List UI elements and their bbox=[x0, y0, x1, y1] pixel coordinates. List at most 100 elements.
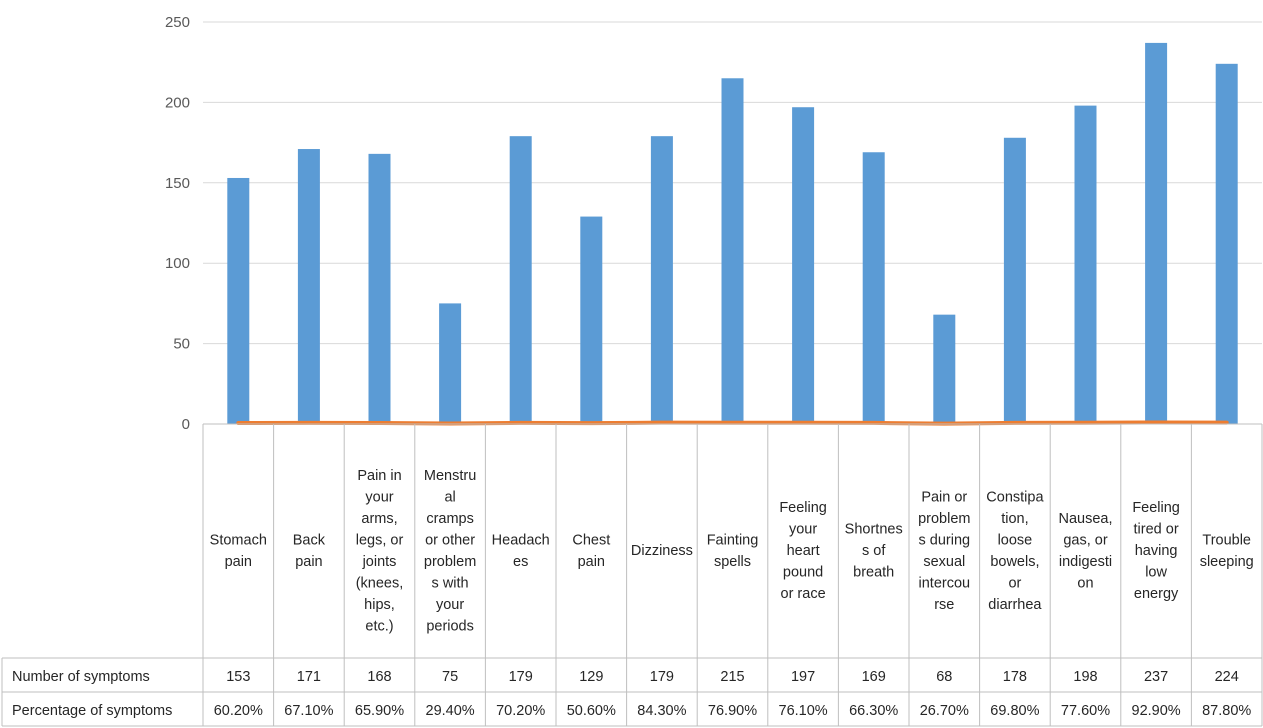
data-label-percentage: 92.90% bbox=[1132, 703, 1181, 719]
y-tick-label: 100 bbox=[165, 255, 190, 272]
bar bbox=[1145, 42, 1168, 425]
data-label-count: 215 bbox=[720, 669, 744, 685]
category-label: Feeling bbox=[1132, 500, 1180, 516]
bar bbox=[297, 149, 320, 425]
category-label: energy bbox=[1134, 586, 1179, 602]
data-label-count: 237 bbox=[1144, 669, 1168, 685]
data-label-count: 179 bbox=[650, 669, 674, 685]
bar bbox=[862, 152, 885, 425]
data-label-count: 129 bbox=[579, 669, 603, 685]
category-label: rse bbox=[934, 597, 954, 613]
data-label-count: 197 bbox=[791, 669, 815, 685]
bar bbox=[509, 136, 532, 424]
category-label: Fainting bbox=[707, 532, 759, 548]
category-label: pain bbox=[578, 554, 605, 570]
bar bbox=[650, 136, 673, 424]
category-label: Menstru bbox=[424, 468, 476, 484]
data-label-percentage: 87.80% bbox=[1202, 703, 1251, 719]
category-label: problem bbox=[424, 554, 476, 570]
data-label-percentage: 69.80% bbox=[990, 703, 1039, 719]
category-label: Stomach bbox=[210, 532, 267, 548]
category-label: Pain in bbox=[357, 468, 401, 484]
category-label: tion, bbox=[1001, 511, 1028, 527]
bar bbox=[1074, 105, 1097, 424]
y-tick-label: 250 bbox=[165, 14, 190, 31]
bar bbox=[1215, 63, 1238, 425]
data-label-percentage: 84.30% bbox=[637, 703, 686, 719]
data-label-count: 224 bbox=[1215, 669, 1239, 685]
bar bbox=[933, 314, 956, 424]
percentage-series-line bbox=[236, 420, 1229, 426]
category-label: Headach bbox=[492, 532, 550, 548]
category-label: gas, or bbox=[1063, 532, 1107, 548]
data-label-count: 168 bbox=[367, 669, 391, 685]
category-label: etc.) bbox=[365, 618, 393, 634]
category-label: Feeling bbox=[779, 500, 827, 516]
y-tick-label: 0 bbox=[182, 416, 190, 433]
data-label-percentage: 67.10% bbox=[284, 703, 333, 719]
y-tick-label: 50 bbox=[173, 336, 190, 353]
data-label-percentage: 29.40% bbox=[426, 703, 475, 719]
category-label: having bbox=[1135, 543, 1178, 559]
bar bbox=[1003, 137, 1026, 424]
category-label: hips, bbox=[364, 597, 395, 613]
table-row-header: Number of symptoms bbox=[12, 669, 150, 685]
category-label: tired or bbox=[1134, 522, 1179, 538]
category-label: your bbox=[436, 597, 464, 613]
category-label: loose bbox=[998, 532, 1033, 548]
data-label-percentage: 70.20% bbox=[496, 703, 545, 719]
bar bbox=[721, 78, 744, 424]
data-label-count: 198 bbox=[1073, 669, 1097, 685]
category-label: sleeping bbox=[1200, 554, 1254, 570]
category-label: arms, bbox=[361, 511, 397, 527]
category-label: al bbox=[444, 489, 455, 505]
bar bbox=[368, 153, 391, 424]
data-label-percentage: 50.60% bbox=[567, 703, 616, 719]
data-label-percentage: 26.70% bbox=[920, 703, 969, 719]
data-label-count: 75 bbox=[442, 669, 458, 685]
category-label: spells bbox=[714, 554, 751, 570]
data-label-count: 179 bbox=[509, 669, 533, 685]
data-label-count: 153 bbox=[226, 669, 250, 685]
category-label: periods bbox=[426, 618, 474, 634]
category-label: or race bbox=[781, 586, 826, 602]
category-label: Chest bbox=[572, 532, 610, 548]
category-label: on bbox=[1077, 575, 1093, 591]
category-label: heart bbox=[787, 543, 820, 559]
bar bbox=[439, 303, 462, 424]
category-label: pound bbox=[783, 565, 823, 581]
category-label: Nausea, bbox=[1058, 511, 1112, 527]
category-label: es bbox=[513, 554, 528, 570]
category-label: low bbox=[1145, 565, 1167, 581]
category-label: cramps bbox=[426, 511, 474, 527]
category-label: indigesti bbox=[1059, 554, 1112, 570]
data-label-count: 171 bbox=[297, 669, 321, 685]
y-tick-label: 150 bbox=[165, 175, 190, 192]
category-label: breath bbox=[853, 565, 894, 581]
category-label: Pain or bbox=[921, 489, 967, 505]
category-label: or bbox=[1008, 575, 1021, 591]
category-label: your bbox=[789, 522, 817, 538]
data-label-percentage: 76.10% bbox=[779, 703, 828, 719]
category-label: legs, or bbox=[356, 532, 404, 548]
category-label: sexual bbox=[923, 554, 965, 570]
y-tick-label: 200 bbox=[165, 94, 190, 111]
category-label: Dizziness bbox=[631, 543, 693, 559]
data-label-percentage: 60.20% bbox=[214, 703, 263, 719]
category-label: pain bbox=[225, 554, 252, 570]
category-label: problem bbox=[918, 511, 970, 527]
data-label-count: 68 bbox=[936, 669, 952, 685]
data-label-percentage: 77.60% bbox=[1061, 703, 1110, 719]
category-label: your bbox=[365, 489, 393, 505]
data-label-percentage: 76.90% bbox=[708, 703, 757, 719]
category-label: Constipa bbox=[986, 489, 1044, 505]
category-label: diarrhea bbox=[988, 597, 1042, 613]
category-label: Back bbox=[293, 532, 326, 548]
bar bbox=[580, 216, 603, 424]
category-label: Trouble bbox=[1202, 532, 1251, 548]
bar bbox=[792, 107, 815, 424]
data-label-percentage: 66.30% bbox=[849, 703, 898, 719]
category-label: Shortnes bbox=[845, 522, 903, 538]
category-label: pain bbox=[295, 554, 322, 570]
